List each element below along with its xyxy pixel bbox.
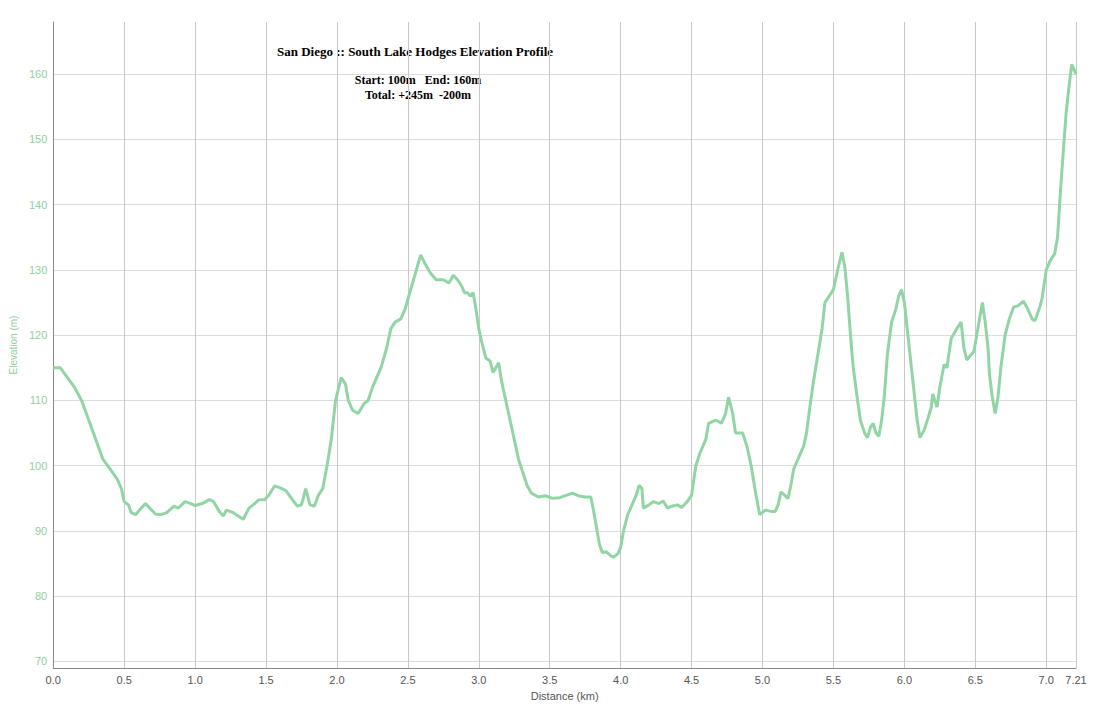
svg-text:110: 110 — [30, 394, 48, 406]
svg-text:0.5: 0.5 — [117, 674, 132, 686]
svg-text:100: 100 — [29, 460, 47, 472]
svg-text:San Diego :: South Lake Hodges: San Diego :: South Lake Hodges Elevation… — [277, 44, 553, 59]
svg-text:1.5: 1.5 — [258, 674, 273, 686]
svg-text:0.0: 0.0 — [46, 674, 61, 686]
svg-text:130: 130 — [29, 264, 47, 276]
svg-text:5.0: 5.0 — [755, 674, 770, 686]
svg-text:Total: +245m -200m: Total: +245m -200m — [365, 88, 471, 102]
svg-text:7.0: 7.0 — [1039, 674, 1054, 686]
svg-text:4.5: 4.5 — [684, 674, 699, 686]
svg-text:3.5: 3.5 — [542, 674, 557, 686]
svg-text:2.0: 2.0 — [329, 674, 344, 686]
svg-text:6.0: 6.0 — [897, 674, 912, 686]
svg-text:1.0: 1.0 — [187, 674, 202, 686]
svg-text:7.21: 7.21 — [1065, 674, 1086, 686]
svg-text:Distance (km): Distance (km) — [531, 690, 599, 702]
svg-text:150: 150 — [29, 133, 47, 145]
svg-text:120: 120 — [29, 329, 47, 341]
svg-text:5.5: 5.5 — [826, 674, 841, 686]
svg-text:Elevation (m): Elevation (m) — [8, 316, 19, 375]
svg-text:2.5: 2.5 — [400, 674, 415, 686]
svg-text:Start: 100m End: 160m: Start: 100m End: 160m — [355, 73, 481, 87]
svg-text:160: 160 — [29, 68, 47, 80]
svg-text:6.5: 6.5 — [968, 674, 983, 686]
svg-text:80: 80 — [35, 590, 47, 602]
svg-text:3.0: 3.0 — [471, 674, 486, 686]
svg-text:90: 90 — [35, 525, 47, 537]
svg-text:140: 140 — [29, 199, 47, 211]
svg-text:4.0: 4.0 — [613, 674, 628, 686]
svg-text:70: 70 — [35, 655, 47, 667]
